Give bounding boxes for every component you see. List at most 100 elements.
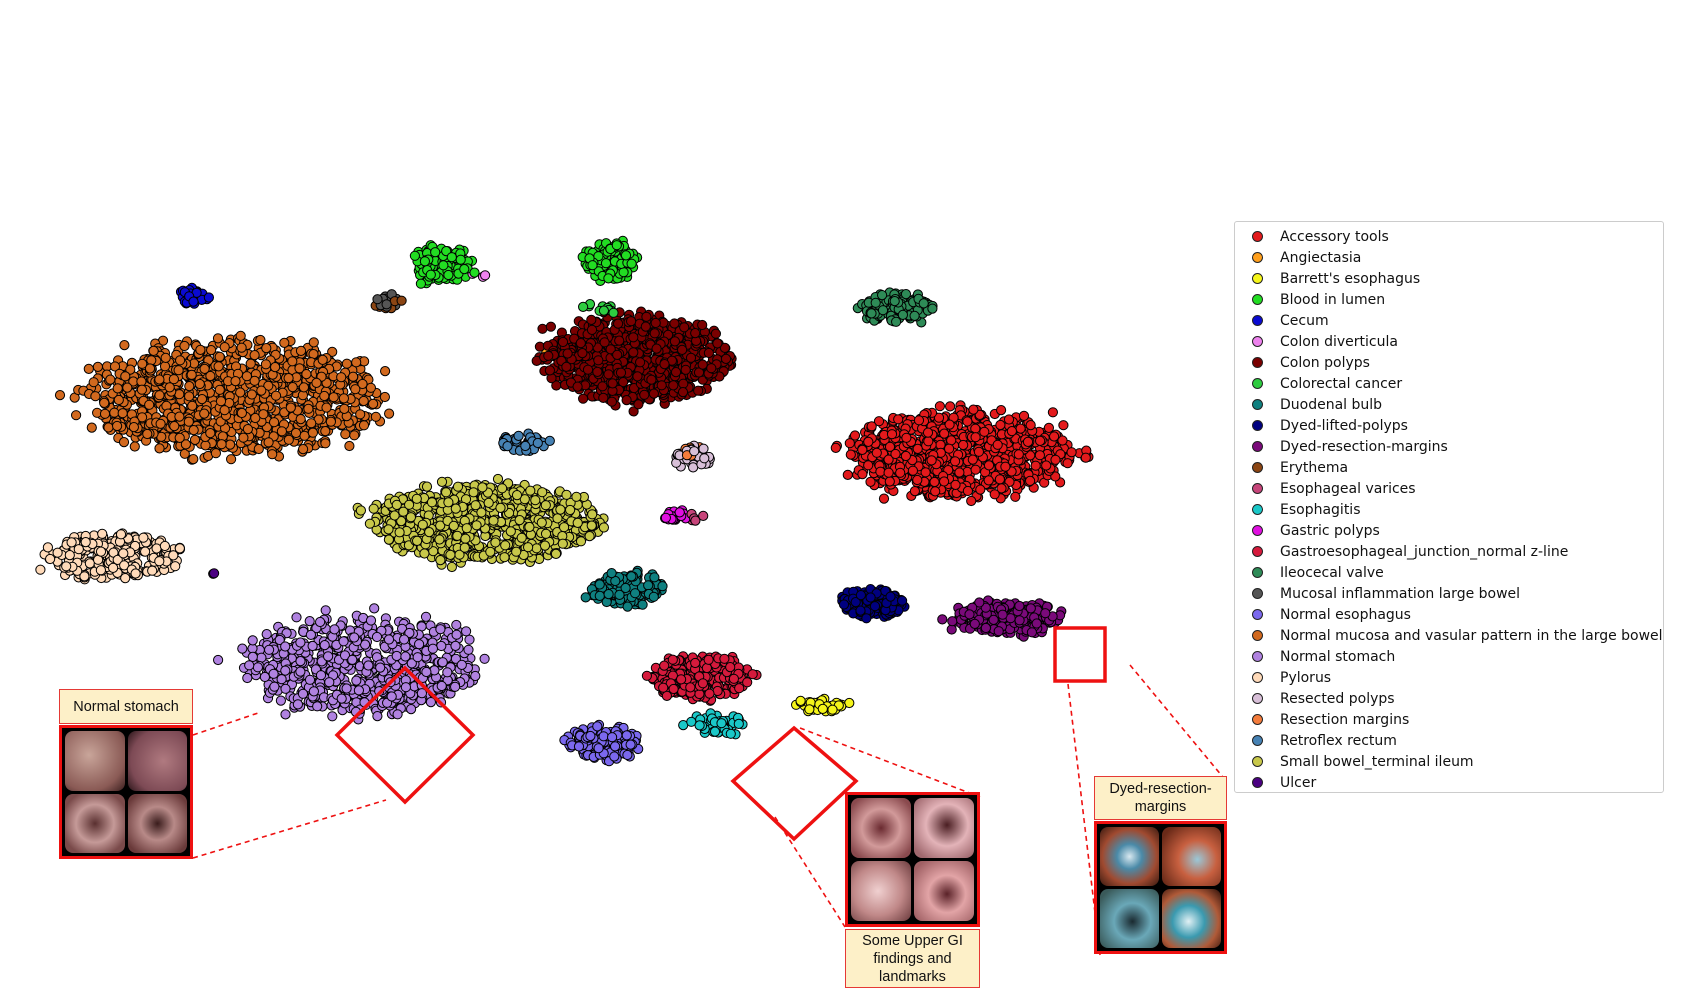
scatter-point (406, 704, 417, 715)
scatter-point (112, 383, 123, 394)
scatter-point (154, 443, 165, 454)
scatter-point (103, 422, 114, 433)
scatter-point (946, 624, 957, 635)
scatter-point (245, 358, 256, 369)
scatter-point (492, 473, 504, 485)
scatter-point (712, 338, 723, 349)
scatter-point (1010, 491, 1021, 502)
scatter-point (304, 616, 315, 627)
scatter-point (409, 250, 420, 261)
scatter-point (214, 351, 225, 362)
scatter-point (845, 449, 856, 460)
scatter-point (842, 469, 853, 480)
scatter-point (219, 342, 230, 353)
scatter-point (242, 424, 253, 435)
scatter-point (686, 716, 697, 727)
scatter-point (396, 516, 407, 527)
scatter-point (661, 690, 673, 702)
scatter-point (451, 619, 462, 631)
scatter-point (873, 416, 885, 427)
scatter-point (866, 421, 877, 432)
scatter-point (327, 346, 338, 357)
scatter-point (849, 430, 861, 441)
scatter-point (280, 709, 291, 720)
scatter-point (92, 361, 104, 372)
scatter-point (939, 428, 950, 439)
scatter-point (455, 254, 466, 265)
scatter-point (119, 340, 130, 351)
scatter-point (320, 426, 331, 437)
scatter-point (275, 695, 286, 706)
scatter-point (870, 297, 881, 308)
scatter-point (109, 407, 120, 418)
scatter-point (966, 495, 977, 507)
scatter-point (120, 573, 131, 584)
scatter-point (358, 420, 370, 431)
scatter-point (261, 343, 272, 354)
scatter-point (105, 374, 116, 385)
scatter-point (71, 410, 82, 421)
scatter-point (287, 382, 298, 393)
scatter-point (608, 307, 619, 318)
scatter-point (256, 652, 267, 663)
scatter-point (844, 438, 855, 449)
scatter-point (878, 493, 890, 504)
scatter-point (446, 561, 457, 573)
scatter-point (857, 469, 868, 480)
scatter-point (441, 487, 452, 498)
scatter-point (710, 328, 722, 339)
scatter-point (698, 443, 709, 454)
scatter-point (618, 267, 629, 278)
scatter-point (340, 429, 351, 440)
scatter-point (436, 476, 448, 487)
scatter-point (693, 385, 704, 396)
scatter-point (226, 454, 237, 465)
scatter-point (79, 571, 90, 582)
scatter-point (187, 400, 198, 411)
scatter-point (1041, 460, 1052, 471)
scatter-point (42, 542, 54, 553)
scatter-point (1030, 460, 1041, 471)
scatter-point (140, 546, 151, 557)
scatter-point (372, 294, 383, 305)
scatter-point (685, 352, 697, 363)
scatter-point (470, 670, 481, 682)
scatter-point (188, 454, 199, 465)
scatter-point (312, 701, 323, 712)
scatter-point (575, 536, 587, 547)
scatter-point (733, 718, 744, 730)
scatter-point (900, 289, 912, 300)
scatter-point (117, 408, 128, 419)
scatter-point (344, 440, 355, 452)
scatter-point (370, 411, 381, 422)
scatter-point (253, 443, 264, 455)
scatter-point (255, 334, 266, 346)
scatter-point (147, 565, 158, 576)
scatter-point (99, 408, 111, 419)
scatter-point (550, 548, 562, 560)
scatter-point (421, 481, 433, 492)
scatter-point (479, 653, 490, 664)
scatter-point (125, 364, 136, 375)
scatter-point (99, 397, 110, 408)
scatter-point (90, 391, 101, 402)
scatter-point (118, 437, 130, 448)
scatter-point (368, 503, 379, 514)
scatter-point (669, 318, 680, 329)
scatter-point (947, 616, 958, 627)
scatter-point (606, 396, 618, 407)
scatter-point (86, 422, 97, 433)
scatter-point (1058, 420, 1069, 431)
scatter-point (1062, 458, 1073, 469)
scatter-point (537, 323, 548, 334)
scatter-point (464, 634, 475, 645)
scatter-point (291, 612, 302, 623)
scatter-point (205, 370, 216, 382)
scatter-point (628, 406, 639, 417)
scatter-point (1050, 471, 1061, 482)
scatter-point (148, 345, 159, 356)
scatter-point (341, 358, 352, 369)
scatter-point (937, 614, 948, 625)
scatter-point (339, 650, 351, 661)
